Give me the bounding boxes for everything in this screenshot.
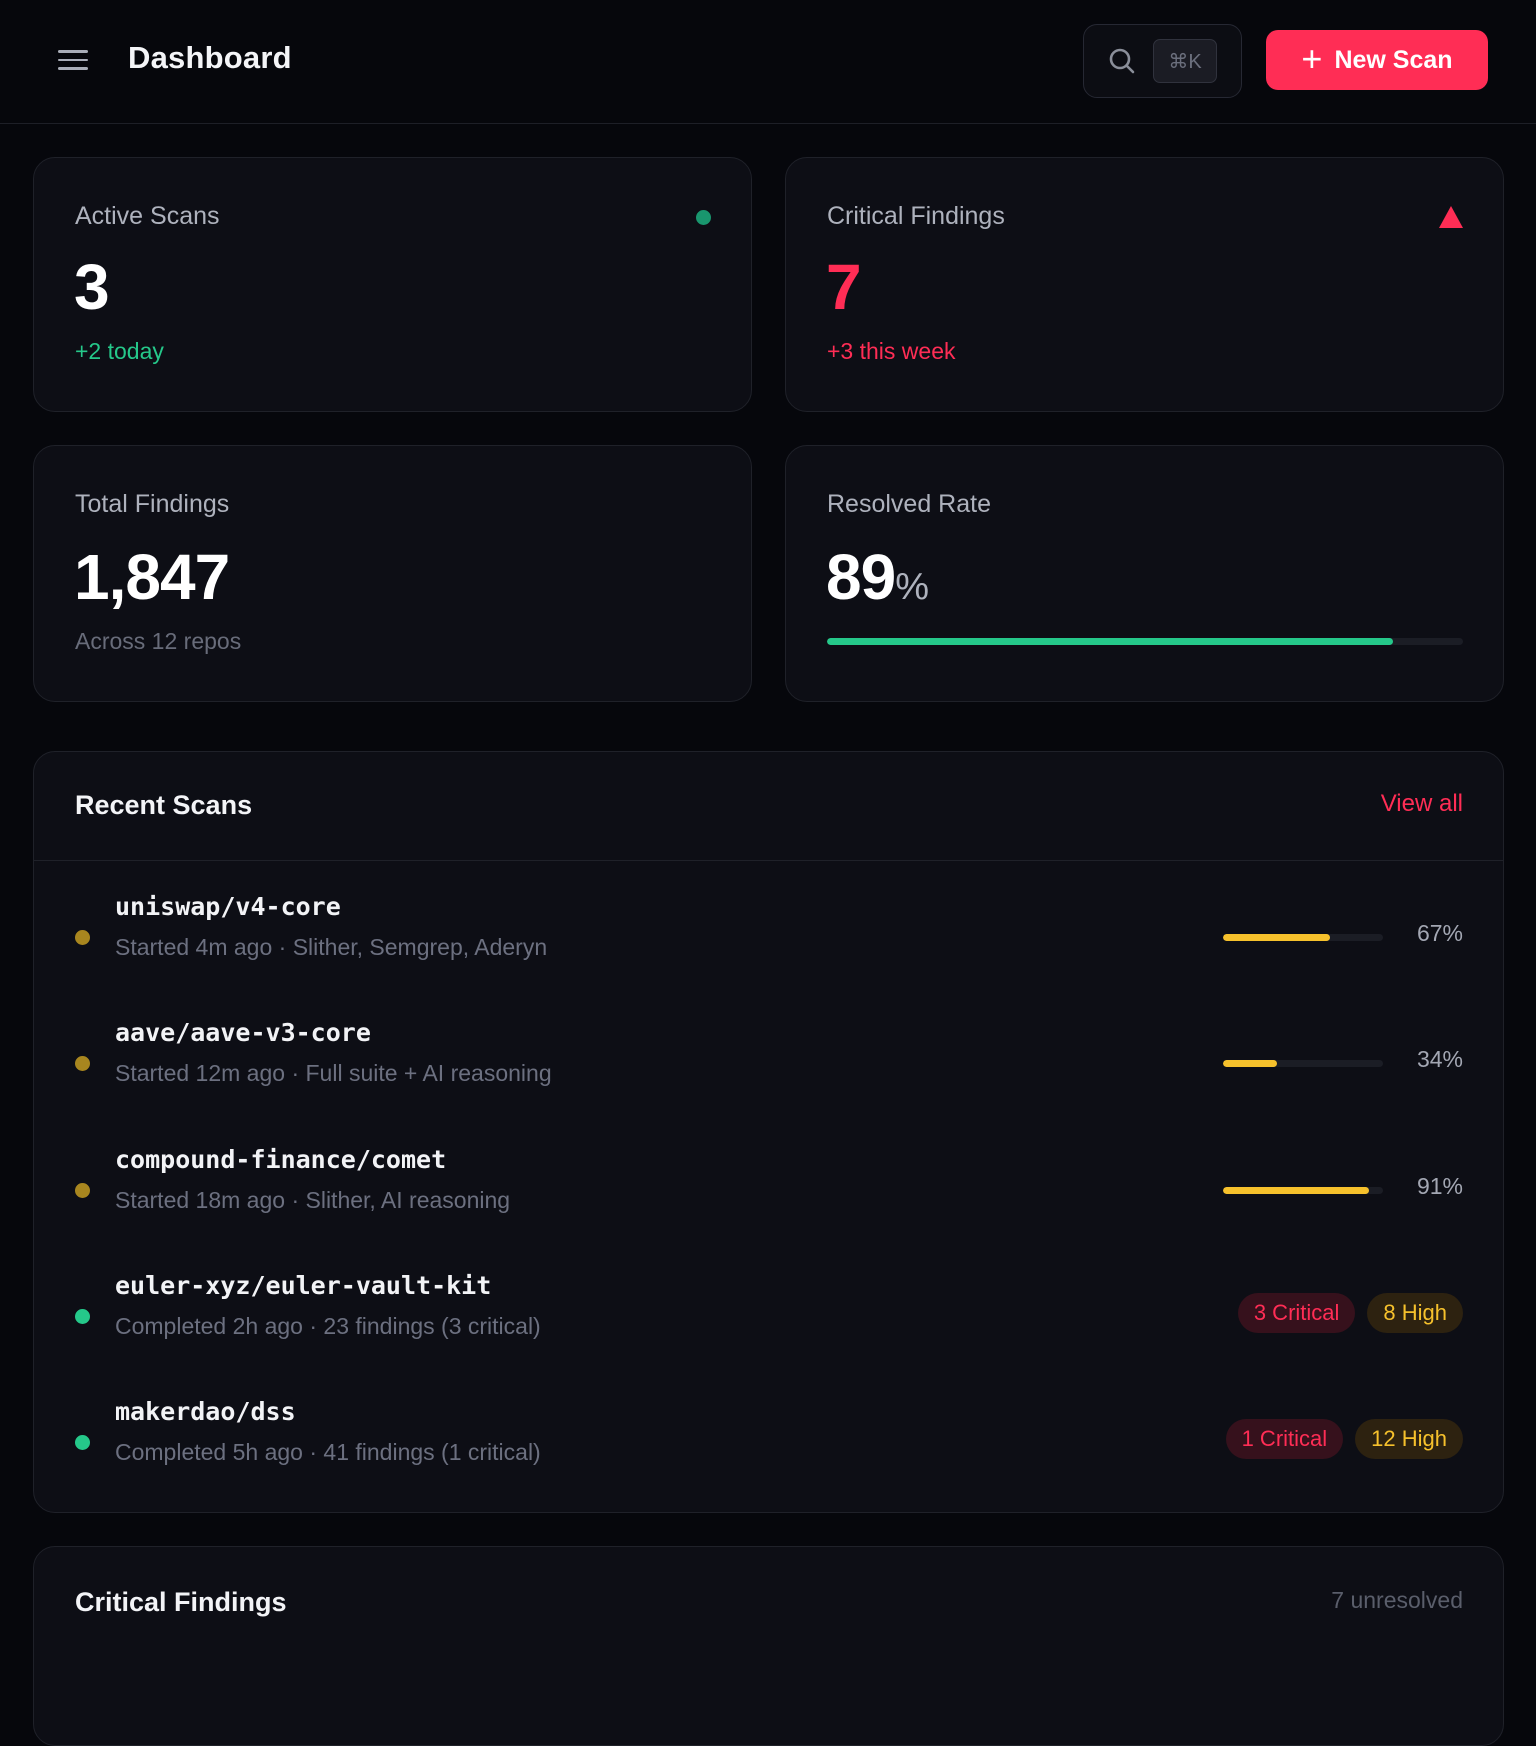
scan-progress-bar	[1223, 1060, 1383, 1067]
resolved-rate-value-group: 89%	[826, 540, 929, 614]
scan-row[interactable]: aave/aave-v3-core Started 12m ago · Full …	[34, 1018, 1503, 1128]
scan-progress-percent: 67%	[1416, 920, 1463, 946]
scan-repo-name: uniswap/v4-core	[115, 892, 341, 921]
scan-progress-bar	[1223, 934, 1383, 941]
active-scans-label: Active Scans	[75, 202, 220, 230]
total-findings-label: Total Findings	[75, 490, 230, 518]
resolved-rate-value: 89	[826, 541, 896, 613]
search-icon	[1109, 48, 1135, 74]
active-scans-value: 3	[74, 251, 110, 323]
total-findings-value: 1,847	[74, 541, 230, 613]
resolved-rate-card: Resolved Rate 89%	[785, 445, 1504, 702]
top-bar: Dashboard ⌘K + New Scan	[0, 0, 1536, 124]
scan-meta: Started 4m ago · Slither, Semgrep, Adery…	[115, 934, 548, 960]
menu-icon[interactable]	[58, 44, 94, 76]
scan-meta: Completed 5h ago · 41 findings (1 critic…	[115, 1439, 541, 1465]
warning-triangle-icon	[1439, 206, 1463, 228]
scan-progress-percent: 91%	[1416, 1173, 1463, 1199]
live-status-dot	[696, 210, 711, 225]
resolved-rate-progress	[827, 638, 1463, 645]
active-scans-card: Active Scans 3 +2 today	[33, 157, 752, 412]
severity-badges: 1 Critical 12 High	[1225, 1419, 1463, 1459]
scan-meta: Started 12m ago · Full suite + AI reason…	[115, 1060, 552, 1086]
recent-scans-title: Recent Scans	[75, 790, 253, 820]
critical-badge: 1 Critical	[1225, 1419, 1344, 1459]
completed-status-dot	[75, 1435, 90, 1450]
new-scan-button[interactable]: + New Scan	[1266, 30, 1488, 90]
plus-icon: +	[1301, 37, 1323, 79]
new-scan-label: New Scan	[1334, 45, 1453, 74]
severity-badges: 3 Critical 8 High	[1237, 1293, 1463, 1333]
scan-meta: Started 18m ago · Slither, AI reasoning	[115, 1187, 511, 1213]
total-findings-sub: Across 12 repos	[75, 628, 242, 654]
critical-findings-delta: +3 this week	[827, 338, 956, 364]
high-badge: 12 High	[1355, 1419, 1463, 1459]
scan-progress-fill	[1223, 1060, 1278, 1067]
scan-progress-percent: 34%	[1416, 1046, 1463, 1072]
scan-row[interactable]: euler-xyz/euler-vault-kit Completed 2h ag…	[34, 1271, 1503, 1381]
scan-row[interactable]: compound-finance/comet Started 18m ago · …	[34, 1145, 1503, 1255]
critical-badge: 3 Critical	[1237, 1293, 1356, 1333]
completed-status-dot	[75, 1309, 90, 1324]
recent-scans-panel: Recent Scans View all uniswap/v4-core Sta…	[33, 751, 1504, 1513]
scan-repo-name: euler-xyz/euler-vault-kit	[115, 1271, 492, 1300]
scan-progress-fill	[1223, 934, 1331, 941]
critical-findings-label: Critical Findings	[827, 202, 1005, 230]
running-status-dot	[75, 1183, 90, 1198]
critical-findings-section-title: Critical Findings	[75, 1587, 287, 1617]
total-findings-card: Total Findings 1,847 Across 12 repos	[33, 445, 752, 702]
view-all-link[interactable]: View all	[1380, 790, 1463, 817]
critical-findings-card: Critical Findings 7 +3 this week	[785, 157, 1504, 412]
resolved-rate-unit: %	[895, 566, 929, 608]
scan-row[interactable]: uniswap/v4-core Started 4m ago · Slither,…	[34, 892, 1503, 1002]
scan-meta: Completed 2h ago · 23 findings (3 critic…	[115, 1313, 541, 1339]
scan-progress-fill	[1223, 1187, 1369, 1194]
unresolved-count: 7 unresolved	[1331, 1587, 1463, 1613]
scan-repo-name: makerdao/dss	[115, 1397, 296, 1426]
resolved-rate-progress-fill	[827, 638, 1394, 645]
scan-repo-name: aave/aave-v3-core	[115, 1018, 371, 1047]
page-title: Dashboard	[128, 40, 292, 75]
divider	[34, 860, 1503, 861]
critical-findings-value: 7	[826, 251, 862, 323]
keyboard-shortcut-hint: ⌘K	[1153, 39, 1217, 83]
search-button[interactable]: ⌘K	[1083, 24, 1242, 98]
scan-row[interactable]: makerdao/dss Completed 5h ago · 41 findin…	[34, 1397, 1503, 1507]
critical-findings-panel: Critical Findings 7 unresolved	[33, 1546, 1504, 1746]
scan-repo-name: compound-finance/comet	[115, 1145, 447, 1174]
high-badge: 8 High	[1367, 1293, 1463, 1333]
resolved-rate-label: Resolved Rate	[827, 490, 991, 518]
running-status-dot	[75, 930, 90, 945]
running-status-dot	[75, 1056, 90, 1071]
scan-progress-bar	[1223, 1187, 1383, 1194]
active-scans-delta: +2 today	[75, 338, 164, 364]
